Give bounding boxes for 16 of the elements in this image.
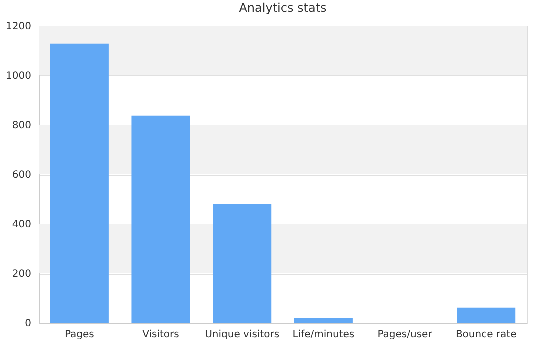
x-tick-label: Visitors — [142, 330, 180, 340]
y-tick-label: 800 — [12, 120, 32, 132]
y-tick-label: 400 — [12, 220, 32, 230]
y-tick-label: 600 — [12, 170, 32, 181]
y-tick-label: 1200 — [6, 22, 32, 32]
chart-title: Analytics stats — [239, 1, 327, 15]
y-tick-label: 200 — [12, 269, 32, 280]
bar — [457, 308, 516, 323]
x-tick-label: Bounce rate — [456, 330, 517, 340]
y-tick-label: 0 — [25, 318, 32, 330]
bar — [132, 116, 190, 323]
x-tick-label: Life/minutes — [292, 330, 355, 340]
bar — [213, 204, 272, 323]
bar — [50, 44, 109, 323]
y-tick-label: 1000 — [6, 71, 32, 82]
bar — [294, 318, 353, 323]
